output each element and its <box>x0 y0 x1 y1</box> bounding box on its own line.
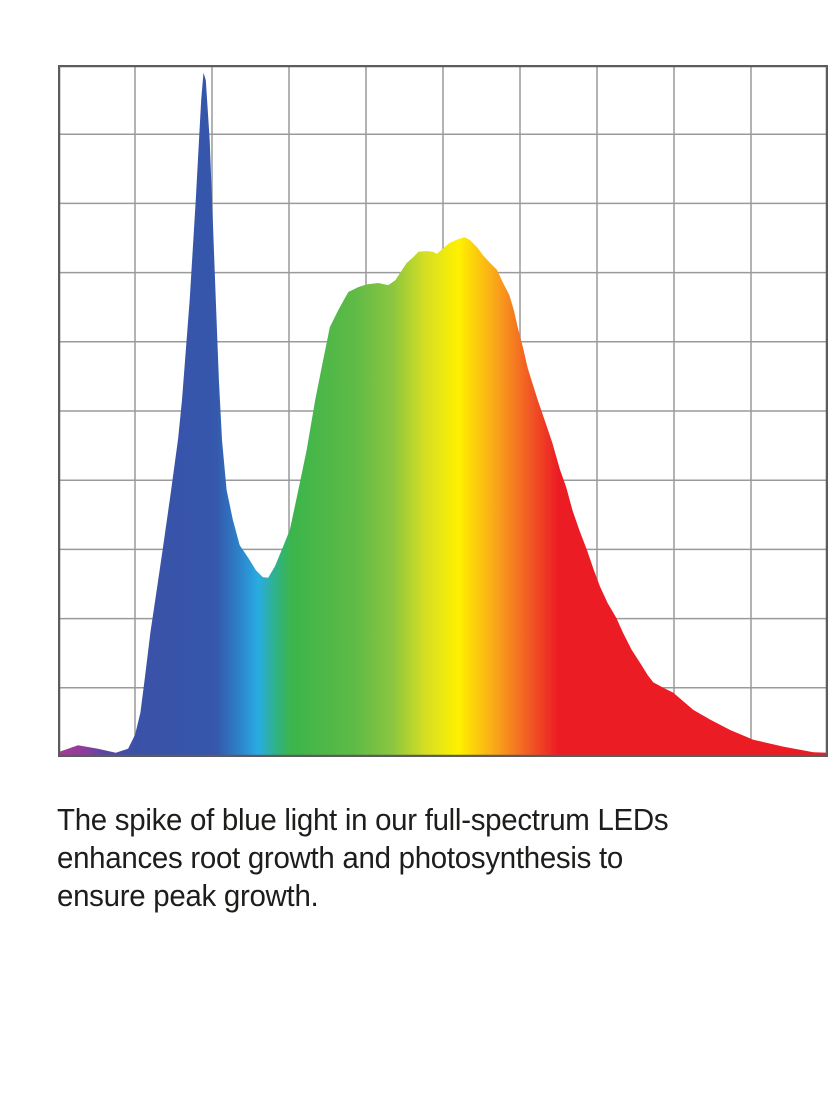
caption-line-3: ensure peak growth. <box>57 878 319 913</box>
chart-caption: The spike of blue light in our full-spec… <box>57 801 779 915</box>
chart-border <box>58 65 828 757</box>
spectrum-figure <box>58 65 828 757</box>
spectrum-svg <box>58 65 828 757</box>
caption-line-1: The spike of blue light in our full-spec… <box>57 802 669 837</box>
spectrum-area <box>58 72 828 757</box>
caption-line-2: enhances root growth and photosynthesis … <box>57 840 623 875</box>
